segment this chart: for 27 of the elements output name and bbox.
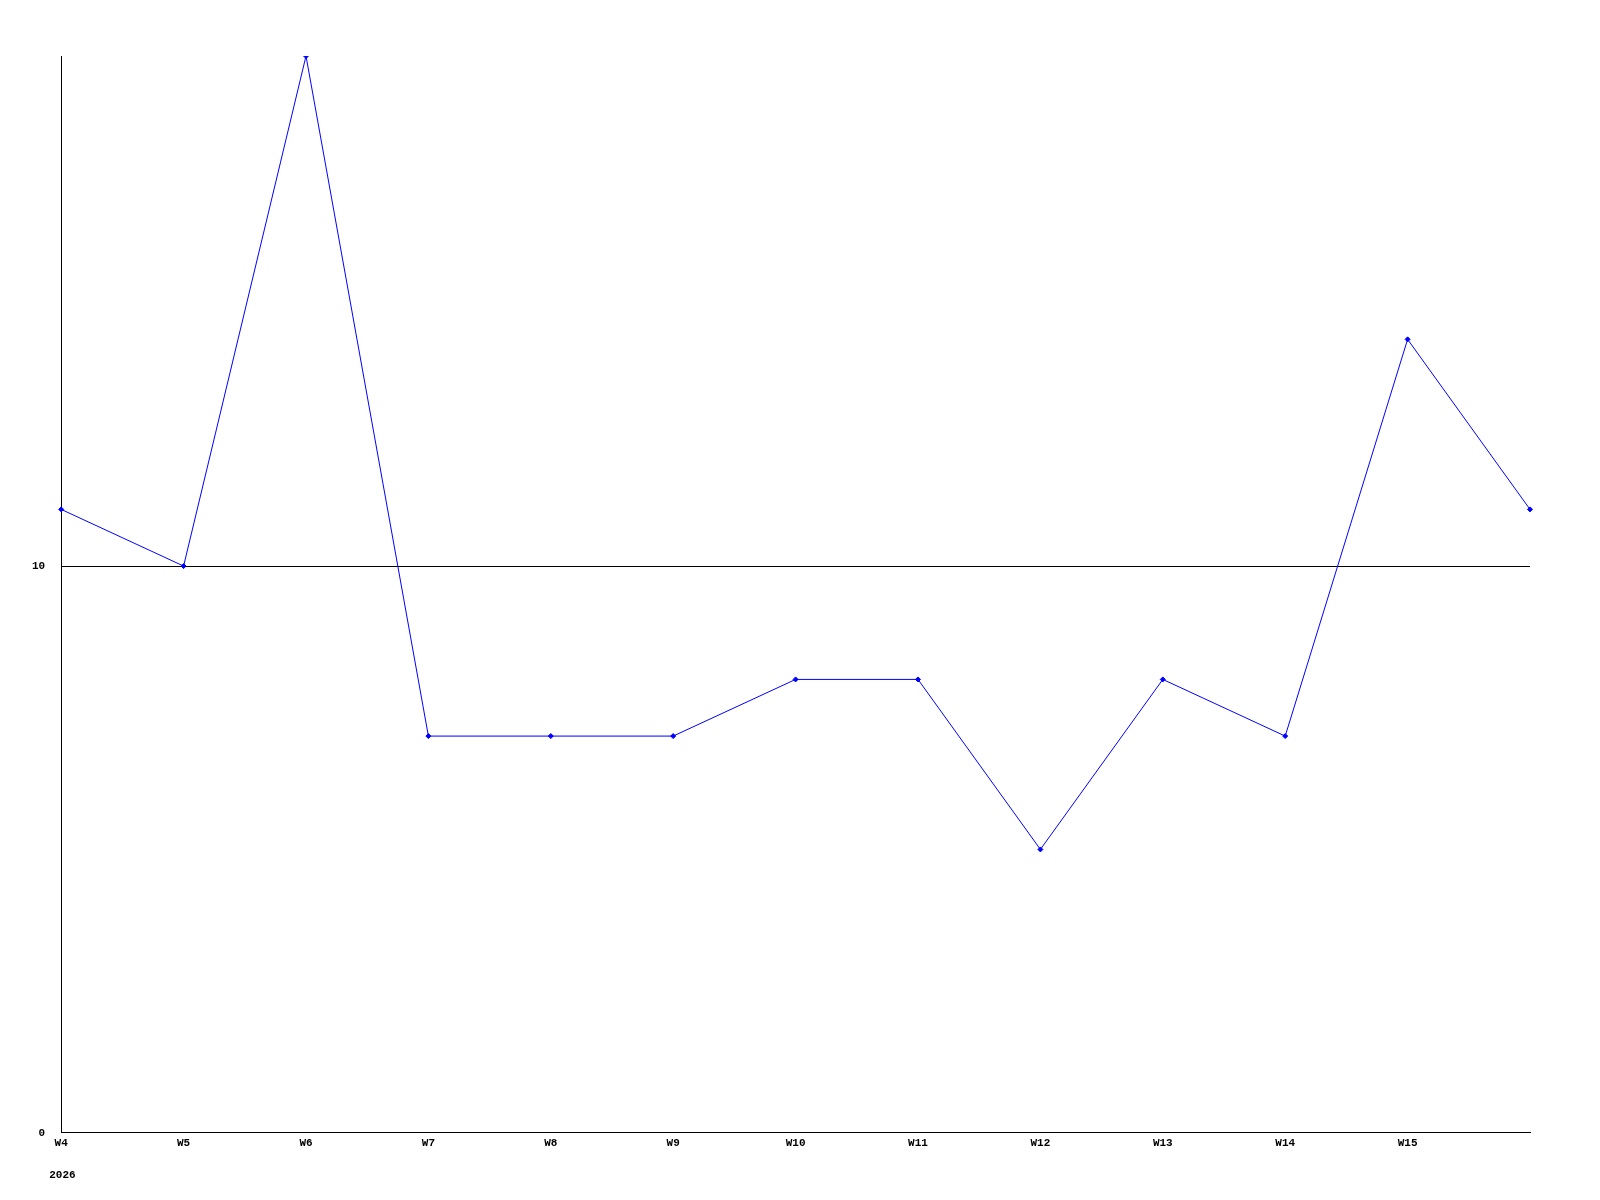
point <box>1282 733 1289 740</box>
x-tick-label: W10 <box>785 1137 806 1150</box>
point <box>792 676 799 683</box>
y-tick-label: 10 <box>32 559 46 572</box>
x-tick-label: W9 <box>666 1137 680 1150</box>
point <box>547 733 554 740</box>
x-tick-label: W13 <box>1152 1137 1174 1150</box>
point <box>670 733 677 740</box>
x-tick-label: W15 <box>1397 1137 1418 1150</box>
point <box>425 733 432 740</box>
point <box>180 563 187 570</box>
point <box>58 506 65 513</box>
point <box>1404 336 1411 343</box>
point <box>1527 506 1533 513</box>
point <box>915 676 921 683</box>
x-tick-label: W11 <box>908 1137 929 1150</box>
point <box>1037 846 1044 853</box>
x-tick-label: W14 <box>1275 1137 1296 1150</box>
text: 2026 <box>49 1169 76 1182</box>
x-tick-label: W8 <box>544 1137 558 1150</box>
x-tick-label: W5 <box>177 1137 191 1150</box>
x-tick-label: W6 <box>299 1137 313 1150</box>
x-tick-label: W12 <box>1030 1137 1051 1150</box>
y-tick-label: 0 <box>38 1126 46 1139</box>
x-tick-label: W4 <box>54 1137 69 1150</box>
point <box>1159 676 1166 683</box>
x-tick-label: W7 <box>421 1137 435 1150</box>
